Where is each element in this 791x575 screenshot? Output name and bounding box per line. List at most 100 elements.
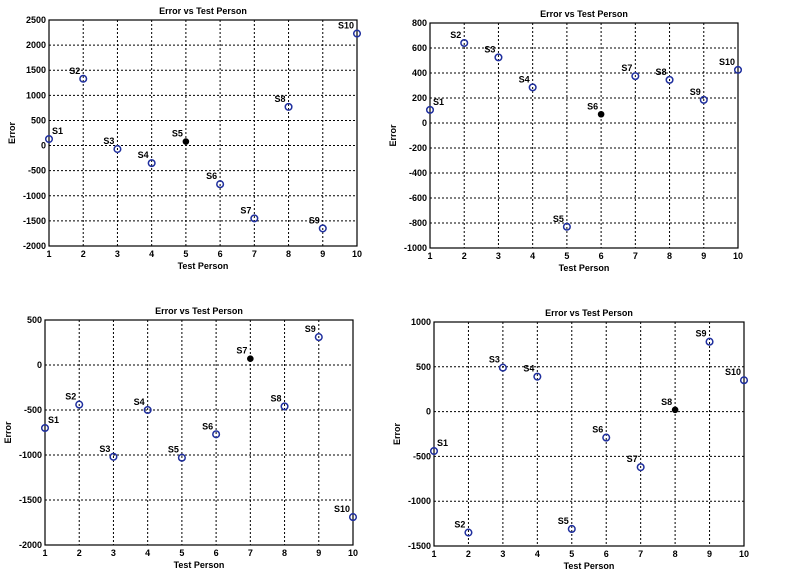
data-point <box>177 453 186 462</box>
y-tick-label: 600 <box>412 43 427 53</box>
data-point <box>44 134 54 144</box>
data-label: S4 <box>134 397 145 407</box>
data-point <box>705 337 714 346</box>
x-tick-label: 5 <box>179 548 184 558</box>
data-point <box>113 145 122 154</box>
data-label: S10 <box>338 21 354 31</box>
y-axis-label: Error <box>392 423 402 446</box>
x-tick-label: 2 <box>462 251 467 261</box>
data-point-highlighted <box>597 110 605 118</box>
x-tick-label: 3 <box>500 549 505 559</box>
data-point <box>636 463 645 472</box>
y-axis-label: Error <box>388 124 398 147</box>
data-label: S4 <box>523 364 534 374</box>
chart-2: 1 2 3 4 5 6 7 8 9 10 -1000 -800 -600 -400 -200 0 200 400 6… <box>388 9 743 273</box>
x-tick-label: 6 <box>604 549 609 559</box>
y-tick-label: -1000 <box>23 191 46 201</box>
x-tick-label: 2 <box>81 249 86 259</box>
x-axis-label: Test Person <box>178 261 229 271</box>
data-label: S8 <box>656 67 667 77</box>
x-tick-label: 4 <box>530 251 535 261</box>
data-point <box>143 405 152 415</box>
x-tick-label: 3 <box>111 548 116 558</box>
y-tick-label: -500 <box>413 451 431 461</box>
y-tick-label: 1500 <box>26 65 46 75</box>
data-point <box>699 95 708 104</box>
data-label: S3 <box>99 444 110 454</box>
x-tick-label: 8 <box>673 549 678 559</box>
x-tick-label: 10 <box>733 251 743 261</box>
data-label: S6 <box>206 171 217 181</box>
data-label: S7 <box>240 205 251 215</box>
y-tick-label: 500 <box>27 315 42 325</box>
data-point-highlighted <box>247 355 254 363</box>
x-tick-label: 4 <box>149 249 154 259</box>
plot-area <box>429 22 739 249</box>
y-tick-label: -1000 <box>408 496 431 506</box>
data-label: S2 <box>454 520 465 530</box>
x-tick-label: 8 <box>282 548 287 558</box>
data-point <box>314 333 323 342</box>
data-label: S5 <box>168 445 179 455</box>
y-tick-label: -800 <box>409 218 427 228</box>
x-tick-label: 9 <box>316 548 321 558</box>
x-axis-label: Test Person <box>559 263 610 273</box>
chart-3: 1 2 3 4 5 6 7 8 9 10 -2000 -1500 -1000 -500 0 500 Error … <box>3 306 358 570</box>
data-point <box>40 423 50 433</box>
data-label: S8 <box>275 94 286 104</box>
data-point <box>109 452 118 461</box>
x-tick-label: 6 <box>599 251 604 261</box>
plot-area <box>44 319 354 546</box>
x-tick-label: 5 <box>569 549 574 559</box>
y-tick-label: 0 <box>41 141 46 151</box>
y-tick-label: -1000 <box>404 243 427 253</box>
data-point <box>494 53 503 62</box>
data-label: S3 <box>489 355 500 365</box>
data-label: S8 <box>661 397 672 407</box>
x-tick-label: 10 <box>352 249 362 259</box>
data-label: S7 <box>621 63 632 73</box>
data-label: S9 <box>309 215 320 225</box>
data-label: S5 <box>558 516 569 526</box>
x-tick-label: 3 <box>496 251 501 261</box>
y-tick-label: -1500 <box>19 495 42 505</box>
y-tick-label: 1000 <box>26 90 46 100</box>
chart-title: Error vs Test Person <box>540 9 628 19</box>
data-label: S5 <box>172 129 183 139</box>
data-label: S5 <box>553 214 564 224</box>
data-point <box>79 74 88 83</box>
x-tick-label: 7 <box>248 548 253 558</box>
data-label: S8 <box>271 393 282 403</box>
data-point <box>739 376 749 385</box>
plot-area <box>433 321 745 547</box>
x-tick-label: 1 <box>46 249 51 259</box>
y-tick-label: 2500 <box>26 15 46 25</box>
data-label: S7 <box>236 346 247 356</box>
data-point-highlighted <box>671 406 679 414</box>
data-point <box>318 224 327 233</box>
y-axis-label: Error <box>7 122 17 145</box>
x-tick-label: 9 <box>701 251 706 261</box>
y-tick-label: 500 <box>31 115 46 125</box>
data-label: S6 <box>587 101 598 111</box>
data-point <box>212 430 221 439</box>
data-label: S2 <box>65 392 76 402</box>
y-tick-label: -1500 <box>408 541 431 551</box>
chart-4: 1 2 3 4 5 6 7 8 9 10 -1500 -1000 -500 0 500 1000 Error v… <box>392 308 749 571</box>
x-tick-label: 5 <box>183 249 188 259</box>
data-point <box>498 363 507 372</box>
data-label: S3 <box>484 44 495 54</box>
data-point <box>631 72 640 81</box>
y-tick-label: -2000 <box>19 540 42 550</box>
x-axis-label: Test Person <box>564 561 615 571</box>
y-tick-label: 0 <box>37 360 42 370</box>
data-point <box>280 402 289 411</box>
data-label: S6 <box>592 425 603 435</box>
data-point <box>567 524 576 534</box>
data-point <box>733 65 743 74</box>
x-tick-label: 6 <box>218 249 223 259</box>
data-label: S4 <box>138 150 149 160</box>
data-label: S1 <box>437 438 448 448</box>
plot-area <box>48 19 358 247</box>
data-point <box>216 180 225 189</box>
